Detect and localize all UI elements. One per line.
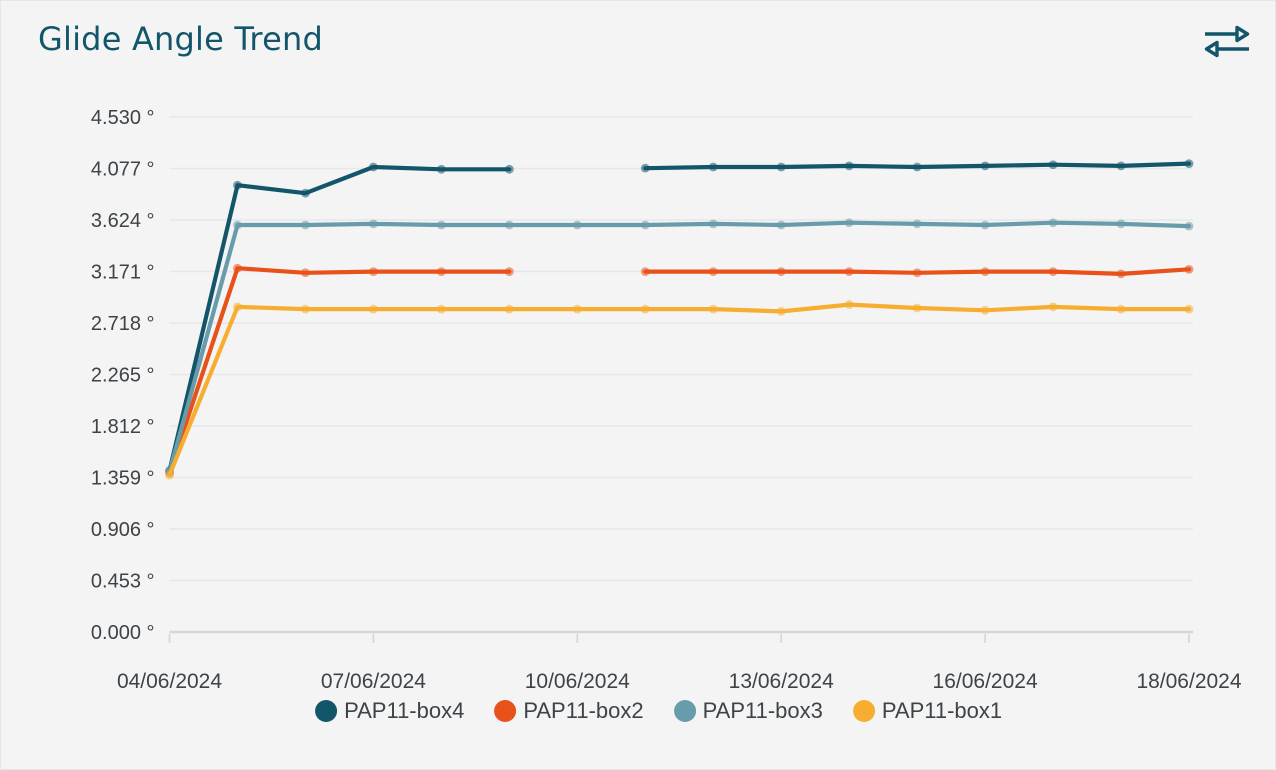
data-point-PAP11-box4[interactable] [504, 164, 514, 174]
chart-legend: PAP11-box4 PAP11-box2 PAP11-box3 PAP11-box1 [315, 698, 1002, 724]
data-point-PAP11-box4[interactable] [640, 163, 650, 173]
data-point-PAP11-box3[interactable] [301, 220, 310, 230]
series-line-PAP11-box4[interactable] [167, 164, 512, 473]
data-point-PAP11-box1[interactable] [572, 304, 582, 314]
y-tick-label: 0.453 ° [91, 571, 155, 593]
data-point-PAP11-box3[interactable] [233, 220, 242, 230]
data-point-PAP11-box4[interactable] [708, 162, 718, 172]
y-tick-label: 3.171 ° [91, 262, 155, 284]
data-point-PAP11-box2[interactable] [912, 268, 922, 278]
data-point-PAP11-box1[interactable] [776, 307, 786, 316]
legend-swatch [852, 700, 875, 722]
data-point-PAP11-box4[interactable] [912, 162, 922, 172]
series-line-PAP11-box1[interactable] [167, 302, 1192, 478]
data-point-PAP11-box1[interactable] [640, 304, 650, 314]
page-title: Glide Angle Trend [38, 20, 323, 58]
legend-swatch [494, 700, 517, 722]
data-point-PAP11-box4[interactable] [844, 161, 854, 171]
data-point-PAP11-box2[interactable] [369, 267, 378, 277]
data-point-PAP11-box3[interactable] [369, 219, 378, 229]
data-point-PAP11-box3[interactable] [776, 220, 786, 230]
chart-canvas[interactable]: 0.000 ° 0.453 ° 0.906 ° 1.359 ° 1.812 ° 2.265… [0, 0, 1276, 695]
x-tick-label: 18/06/2024 [1136, 670, 1241, 693]
data-point-PAP11-box4[interactable] [233, 180, 242, 190]
data-point-PAP11-box3[interactable] [912, 219, 922, 229]
data-point-PAP11-box1[interactable] [1116, 304, 1126, 314]
legend-item-PAP11-box3[interactable]: PAP11-box3 [673, 698, 823, 724]
data-point-PAP11-box4[interactable] [436, 164, 446, 174]
y-tick-label: 1.812 ° [91, 416, 155, 438]
data-point-PAP11-box3[interactable] [1184, 221, 1194, 231]
series-line-PAP11-box2[interactable] [167, 266, 512, 475]
legend-label: PAP11-box2 [523, 698, 644, 723]
series-line-PAP11-box3[interactable] [167, 220, 1192, 474]
x-tick-label: 04/06/2024 [117, 670, 222, 693]
data-point-PAP11-box2[interactable] [233, 263, 242, 273]
data-point-PAP11-box2[interactable] [1184, 264, 1194, 274]
y-tick-label: 0.000 ° [91, 622, 155, 644]
data-point-PAP11-box2[interactable] [1116, 269, 1126, 279]
data-point-PAP11-box3[interactable] [572, 220, 582, 230]
data-point-PAP11-box1[interactable] [436, 304, 446, 314]
data-point-PAP11-box1[interactable] [980, 305, 990, 315]
data-point-PAP11-box2[interactable] [844, 267, 854, 277]
data-point-PAP11-box2[interactable] [980, 267, 990, 277]
data-point-PAP11-box4[interactable] [776, 162, 786, 172]
data-point-PAP11-box2[interactable] [436, 267, 446, 277]
data-point-PAP11-box1[interactable] [504, 304, 514, 314]
legend-item-PAP11-box1[interactable]: PAP11-box1 [852, 698, 1003, 724]
legend-item-PAP11-box2[interactable]: PAP11-box2 [494, 698, 644, 724]
legend-label: PAP11-box4 [344, 698, 465, 723]
data-point-PAP11-box2[interactable] [708, 267, 718, 277]
data-point-PAP11-box4[interactable] [301, 188, 310, 198]
data-point-PAP11-box4[interactable] [1048, 160, 1058, 170]
legend-label: PAP11-box3 [702, 698, 823, 723]
data-point-PAP11-box1[interactable] [233, 302, 242, 312]
y-tick-label: 2.718 ° [91, 313, 155, 335]
data-point-PAP11-box4[interactable] [1184, 159, 1194, 169]
data-point-PAP11-box3[interactable] [1116, 219, 1126, 229]
data-point-PAP11-box3[interactable] [980, 220, 990, 230]
y-tick-label: 2.265 ° [91, 365, 155, 387]
data-point-PAP11-box3[interactable] [1048, 218, 1058, 228]
data-point-PAP11-box2[interactable] [640, 267, 650, 277]
data-point-PAP11-box1[interactable] [844, 300, 854, 309]
data-point-PAP11-box1[interactable] [165, 470, 174, 480]
y-tick-label: 4.530 ° [91, 107, 155, 129]
data-point-PAP11-box3[interactable] [708, 219, 718, 229]
data-point-PAP11-box1[interactable] [708, 304, 718, 314]
legend-item-PAP11-box4[interactable]: PAP11-box4 [315, 698, 464, 724]
data-point-PAP11-box2[interactable] [1048, 267, 1058, 277]
data-point-PAP11-box1[interactable] [369, 304, 378, 314]
data-point-PAP11-box4[interactable] [1116, 161, 1126, 171]
data-point-PAP11-box2[interactable] [301, 268, 310, 278]
swap-arrows-icon[interactable] [1203, 23, 1251, 61]
data-point-PAP11-box3[interactable] [504, 220, 514, 230]
legend-swatch [315, 700, 338, 722]
y-tick-label: 4.077 ° [91, 159, 155, 181]
y-tick-label: 1.359 ° [91, 468, 155, 490]
data-point-PAP11-box1[interactable] [1048, 302, 1058, 312]
data-point-PAP11-box3[interactable] [436, 220, 446, 230]
legend-label: PAP11-box1 [881, 698, 1003, 723]
data-point-PAP11-box3[interactable] [844, 218, 854, 228]
x-tick-label: 10/06/2024 [525, 670, 630, 693]
data-point-PAP11-box4[interactable] [980, 161, 990, 171]
data-point-PAP11-box2[interactable] [504, 267, 514, 277]
data-point-PAP11-box1[interactable] [912, 303, 922, 313]
x-tick-label: 16/06/2024 [933, 670, 1038, 693]
data-point-PAP11-box1[interactable] [301, 304, 310, 314]
legend-swatch [673, 700, 696, 722]
x-tick-label: 07/06/2024 [321, 670, 426, 693]
y-tick-label: 3.624 ° [91, 210, 155, 232]
data-point-PAP11-box1[interactable] [1184, 304, 1194, 314]
x-tick-label: 13/06/2024 [729, 670, 834, 693]
data-point-PAP11-box2[interactable] [776, 267, 786, 277]
y-tick-label: 0.906 ° [91, 519, 155, 541]
data-point-PAP11-box4[interactable] [369, 162, 378, 172]
data-point-PAP11-box3[interactable] [640, 220, 650, 230]
